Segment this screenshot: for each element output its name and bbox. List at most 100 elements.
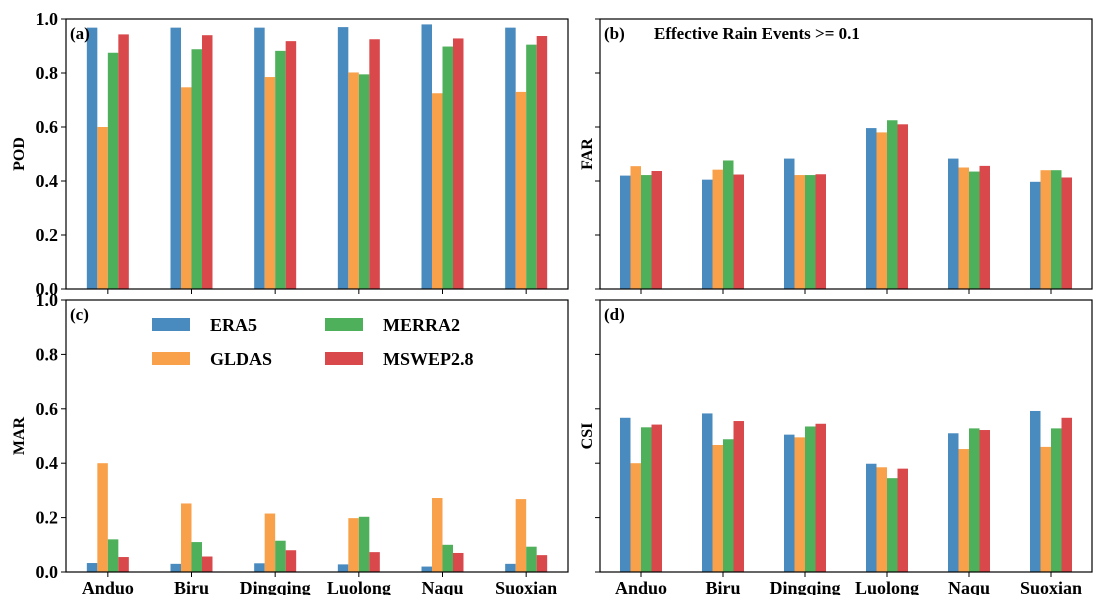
bar-mswep28-anduo (651, 424, 662, 572)
bar-mswep28-anduo (651, 171, 662, 289)
bar-era5-biru (170, 563, 181, 572)
x-tick-label: Dingqing (769, 578, 840, 595)
bar-merra2-biru (723, 439, 734, 572)
bar-era5-dingqing (254, 563, 265, 572)
panel-a: 0.0 0.2 0.4 0.6 0.8 1.0 POD (a) (11, 9, 569, 299)
bar-gldas-naqu (958, 167, 969, 289)
bar-era5-suoxian (1030, 181, 1041, 289)
bar-merra2-anduo (107, 539, 119, 572)
bar-gldas-luolong (348, 518, 359, 572)
y-axis-label: POD (11, 137, 28, 171)
bar-mswep28-dingqing (815, 174, 826, 289)
bar-merra2-dingqing (275, 50, 286, 289)
bar-merra2-luolong (887, 478, 898, 572)
bar-gldas-naqu (432, 93, 443, 289)
bar-mswep28-luolong (369, 39, 380, 289)
bar-gldas-suoxian (1040, 170, 1051, 289)
bar-gldas-naqu (958, 449, 969, 572)
bar-gldas-anduo (630, 166, 641, 289)
y-axis-label: FAR (579, 138, 596, 170)
bar-gldas-biru (181, 87, 192, 289)
bar-mswep28-luolong (897, 468, 908, 572)
x-tick-label: Anduo (615, 578, 667, 595)
panel-label: (d) (604, 305, 625, 324)
bar-merra2-biru (191, 542, 202, 572)
bar-merra2-naqu (969, 171, 980, 289)
x-tick-label: Biru (174, 578, 209, 595)
bar-merra2-luolong (358, 516, 370, 572)
y-tick-label: 0.0 (36, 279, 59, 299)
panel-label: (a) (70, 24, 90, 43)
bar-era5-anduo (620, 417, 631, 572)
axes-frame (599, 18, 1093, 290)
y-tick-label: 0.4 (36, 171, 59, 191)
bar-era5-suoxian (505, 27, 516, 289)
x-tick-label: Anduo (82, 578, 134, 595)
x-tick-label: Luolong (327, 578, 391, 595)
legend-swatch (325, 318, 363, 331)
legend-swatch (152, 352, 190, 365)
bar-mswep28-suoxian (536, 36, 548, 290)
bar-mswep28-luolong (369, 552, 380, 572)
bar-gldas-suoxian (515, 499, 527, 572)
x-tick-label: Biru (705, 578, 740, 595)
panel-b: FAR (b) Effective Rain Events >= 0.1 (579, 18, 1093, 294)
bar-gldas-dingqing (264, 513, 276, 572)
bar-merra2-naqu (442, 46, 453, 289)
bar-mswep28-dingqing (815, 423, 826, 572)
y-tick-label: 0.2 (36, 225, 59, 245)
bar-era5-naqu (948, 433, 959, 572)
bar-era5-luolong (337, 564, 349, 572)
x-tick-label: Suoxian (495, 578, 557, 595)
bar-mswep28-suoxian (536, 555, 548, 572)
bar-mswep28-biru (202, 556, 213, 572)
axes-frame (599, 299, 1093, 573)
bar-era5-biru (702, 413, 713, 572)
bar-gldas-suoxian (515, 91, 527, 290)
bar-merra2-anduo (107, 52, 119, 289)
y-tick-label: 0.6 (36, 117, 59, 137)
bar-merra2-dingqing (805, 175, 816, 289)
bar-era5-anduo (620, 175, 631, 289)
panel-label: (c) (70, 305, 89, 324)
bar-era5-naqu (421, 24, 432, 290)
bar-gldas-biru (712, 444, 723, 572)
bar-gldas-anduo (630, 463, 641, 572)
bar-era5-anduo (86, 563, 98, 572)
bar-mswep28-suoxian (1061, 417, 1072, 572)
x-tick-label: Naqu (948, 578, 990, 595)
bar-gldas-luolong (876, 467, 887, 572)
panel-title: Effective Rain Events >= 0.1 (654, 24, 860, 43)
legend-item-era5: ERA5 (152, 315, 257, 335)
bar-merra2-dingqing (275, 540, 286, 572)
y-tick-label: 0.4 (36, 453, 59, 473)
bar-era5-dingqing (784, 158, 795, 289)
bar-gldas-luolong (876, 132, 887, 289)
bar-merra2-biru (723, 160, 734, 289)
bar-era5-dingqing (254, 27, 265, 289)
bar-merra2-suoxian (1051, 428, 1062, 572)
bar-era5-anduo (86, 27, 98, 289)
y-tick-label: 0.8 (36, 344, 59, 364)
bar-mswep28-luolong (897, 124, 908, 289)
legend-item-mswep28: MSWEP2.8 (325, 349, 474, 369)
bar-era5-suoxian (505, 563, 516, 572)
bar-merra2-luolong (358, 74, 370, 289)
panel-c: 0.0 0.2 0.4 0.6 0.8 1.0 Anduo Biru Dingqing Luolo… (11, 290, 569, 595)
y-tick-label: 1.0 (36, 9, 59, 29)
bar-mswep28-naqu (979, 165, 990, 289)
legend-label: MSWEP2.8 (383, 349, 474, 369)
bar-era5-luolong (866, 463, 877, 572)
bar-era5-suoxian (1030, 410, 1041, 572)
legend-label: MERRA2 (383, 315, 460, 335)
bar-gldas-anduo (97, 127, 108, 289)
x-tick-label: Luolong (855, 578, 919, 595)
bar-gldas-biru (712, 169, 723, 289)
bar-merra2-anduo (641, 175, 652, 289)
legend: ERA5 MERRA2 GLDAS MSWEP2.8 (152, 315, 474, 369)
bar-mswep28-suoxian (1061, 177, 1072, 289)
bar-era5-luolong (866, 128, 877, 289)
bar-era5-biru (170, 27, 181, 289)
bar-mswep28-anduo (118, 34, 129, 289)
